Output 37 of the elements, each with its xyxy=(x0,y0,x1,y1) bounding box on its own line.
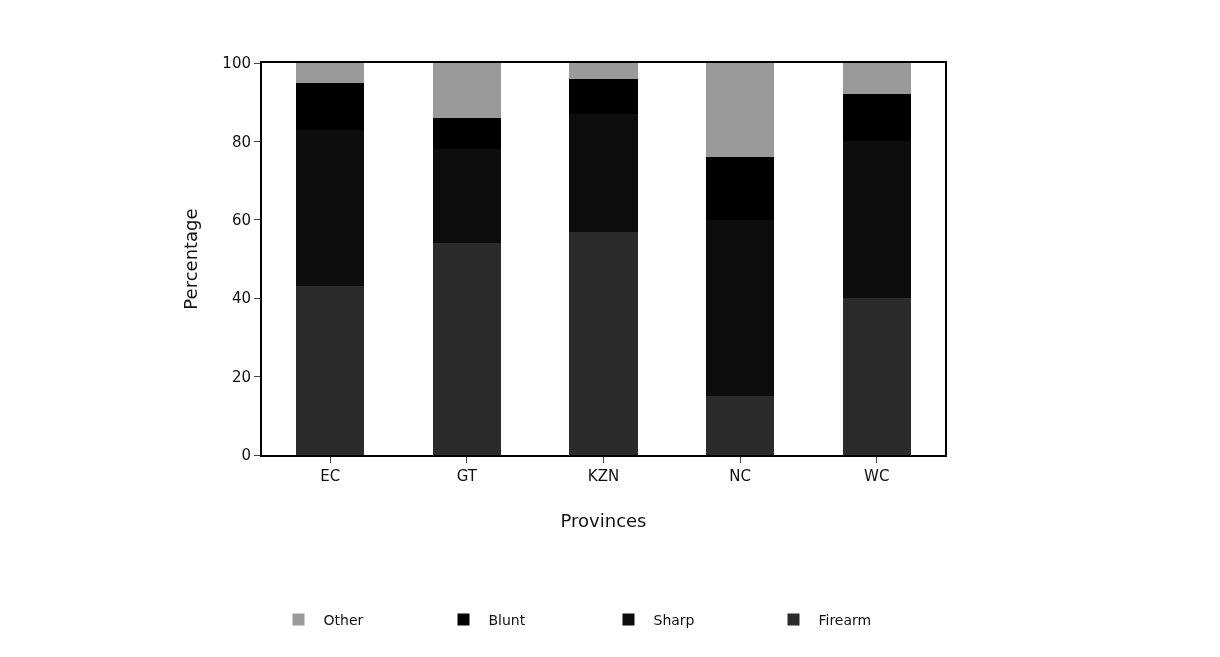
y-tick-label: 40 xyxy=(231,289,251,308)
legend-label: Sharp xyxy=(653,612,695,629)
y-axis-title: Percentage xyxy=(180,208,202,310)
bar xyxy=(432,149,502,244)
bar xyxy=(705,63,775,158)
bar xyxy=(296,286,365,455)
bar xyxy=(705,396,775,455)
bar xyxy=(842,94,911,142)
x-tick-label: NC xyxy=(729,467,751,485)
bar xyxy=(569,113,638,232)
y-tick-label: 0 xyxy=(241,446,251,465)
x-tick-label: WC xyxy=(864,467,890,485)
bar xyxy=(842,298,911,455)
legend-label: Other xyxy=(323,612,364,629)
y-tick-label: 20 xyxy=(231,367,251,386)
x-tick-label: KZN xyxy=(587,467,620,485)
y-tick-label: 60 xyxy=(231,211,251,230)
bar xyxy=(705,157,775,220)
bar xyxy=(296,82,365,130)
bar xyxy=(296,129,365,287)
x-tick-label: GT xyxy=(456,467,478,485)
legend-label: Blunt xyxy=(488,612,526,629)
bar xyxy=(432,117,502,150)
bar xyxy=(569,78,638,114)
bar xyxy=(569,63,638,79)
x-tick-label: EC xyxy=(320,467,341,485)
bar xyxy=(705,219,775,397)
bar xyxy=(432,63,502,118)
bar xyxy=(842,141,911,299)
y-tick-label: 100 xyxy=(222,54,251,73)
legend-label: Firearm xyxy=(818,612,872,629)
bar xyxy=(296,63,365,83)
bar xyxy=(432,243,502,455)
bar xyxy=(569,231,638,455)
y-tick-label: 80 xyxy=(231,132,251,151)
x-axis-title: Provinces xyxy=(560,509,647,531)
bar xyxy=(842,63,911,95)
